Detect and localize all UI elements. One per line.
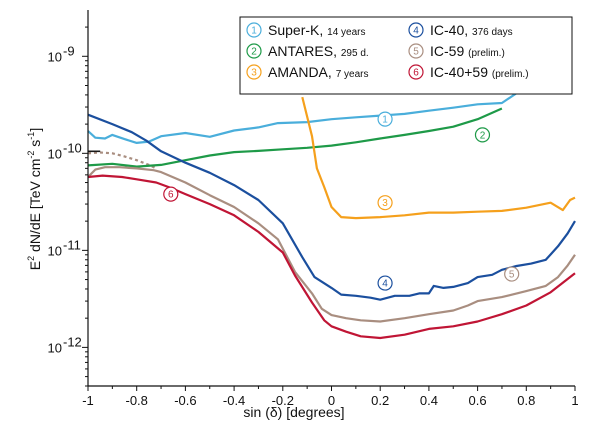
series-marker-number: 3 <box>382 198 388 209</box>
series-marker-circle <box>377 111 393 127</box>
series-marker-circle <box>504 266 520 282</box>
y-title-unit-sup2: -1 <box>26 132 36 140</box>
legend-entry: AMANDA, 7 years <box>268 64 368 80</box>
legend-entry: IC-40, 376 days <box>430 22 513 38</box>
y-title-main: E <box>27 261 43 270</box>
y-tick-exponent: -11 <box>63 237 81 252</box>
y-title-unit-sup1: -2 <box>26 151 36 159</box>
y-title-end: ] <box>27 128 43 132</box>
legend-marker-number: 3 <box>251 68 257 79</box>
legend-entry: IC-59 (prelim.) <box>430 43 505 59</box>
y-tick-base: 10 <box>48 146 62 161</box>
legend-entry-name: Super-K, <box>268 22 323 38</box>
legend-entry: IC-40+59 (prelim.) <box>430 64 529 80</box>
x-tick-label: -0.6 <box>174 393 196 408</box>
series-marker-number: 6 <box>168 190 174 201</box>
legend-entry-name: AMANDA, <box>268 64 332 80</box>
curve-labels-layer: 1 2 3 4 5 6 <box>163 111 520 291</box>
series-line-3 <box>301 96 576 220</box>
legend-marker-circle <box>246 22 262 38</box>
y-title-unit-mid: s <box>27 140 43 151</box>
legend-entry-name: IC-40, <box>430 22 468 38</box>
series-marker-number: 5 <box>509 270 515 281</box>
x-tick-label: -0.8 <box>125 393 147 408</box>
legend-entry-note: (prelim.) <box>468 48 505 59</box>
series-line-2 <box>87 107 503 168</box>
x-tick-label: 0 <box>328 393 335 408</box>
legend-entry-note: 14 years <box>327 27 365 38</box>
legend-marker-number: 6 <box>413 68 419 79</box>
legend-marker-number: 2 <box>251 47 257 58</box>
y-tick-base: 10 <box>48 340 62 355</box>
y-axis-title: E2 dN/dE [TeV cm-2 s-1] <box>26 128 43 270</box>
x-tick-label: -1 <box>82 393 94 408</box>
legend: 1 Super-K, 14 years 2 ANTARES, 295 d. 3 AMAND… <box>239 16 573 95</box>
legend-entry: Super-K, 14 years <box>268 22 366 38</box>
series-line-6 <box>87 174 576 340</box>
series-line-1 <box>87 88 523 144</box>
y-tick-label: 10 <box>48 243 62 258</box>
legend-marker-number: 5 <box>413 47 419 58</box>
series-marker-number: 1 <box>382 115 388 126</box>
legend-marker-number: 4 <box>413 26 419 37</box>
x-tick-label: -0.4 <box>223 393 245 408</box>
y-title-sup: 2 <box>26 256 36 261</box>
y-tick-base: 10 <box>48 243 62 258</box>
legend-entry-name: ANTARES, <box>268 43 337 59</box>
x-tick-label: 0.2 <box>371 393 389 408</box>
series-line-5 <box>87 166 576 323</box>
legend-marker-circle <box>246 64 262 80</box>
series-marker-circle <box>377 195 393 211</box>
legend-marker-number: 1 <box>251 26 257 37</box>
x-tick-label: 0.6 <box>469 393 487 408</box>
series-marker-circle <box>163 186 179 202</box>
legend-marker-circle <box>408 43 424 59</box>
y-tick-base: 10 <box>48 49 62 64</box>
y-tick-exponent: -12 <box>63 334 82 349</box>
legend-box <box>239 16 573 95</box>
y-tick-label: 10 <box>48 146 62 161</box>
x-axis-title: sin (δ) [degrees] <box>243 404 344 420</box>
legend-entry: ANTARES, 295 d. <box>268 43 369 59</box>
series-marker-circle <box>377 275 393 291</box>
legend-entry-note: 7 years <box>336 69 369 80</box>
legend-entry-note: 295 d. <box>341 48 369 59</box>
series-marker-number: 2 <box>480 130 486 141</box>
y-tick-label: 10 <box>48 49 62 64</box>
y-title-rest: dN/dE [TeV cm <box>27 159 43 256</box>
x-ticks-layer: -1 -0.8 -0.6 -0.4 -0.2 0 0.2 0.4 0.6 0.8 1 <box>82 386 579 408</box>
legend-entry-name: IC-40+59 <box>430 64 488 80</box>
x-tick-label: -0.2 <box>272 393 294 408</box>
legend-entry-note: 376 days <box>472 27 513 38</box>
x-tick-label: 0.4 <box>420 393 438 408</box>
legend-entry-note: (prelim.) <box>492 69 529 80</box>
series-marker-circle <box>474 127 491 143</box>
x-tick-label: 1 <box>571 393 578 408</box>
legend-marker-circle <box>246 43 262 59</box>
x-tick-label: 0.8 <box>517 393 535 408</box>
legend-marker-circle <box>408 64 424 80</box>
y-tick-exponent: -9 <box>63 43 75 58</box>
legend-marker-circle <box>408 22 424 38</box>
y-tick-label: 10 <box>48 340 62 355</box>
legend-entry-name: IC-59 <box>430 43 464 59</box>
series-marker-number: 4 <box>382 279 388 290</box>
y-tick-exponent: -10 <box>63 140 82 155</box>
